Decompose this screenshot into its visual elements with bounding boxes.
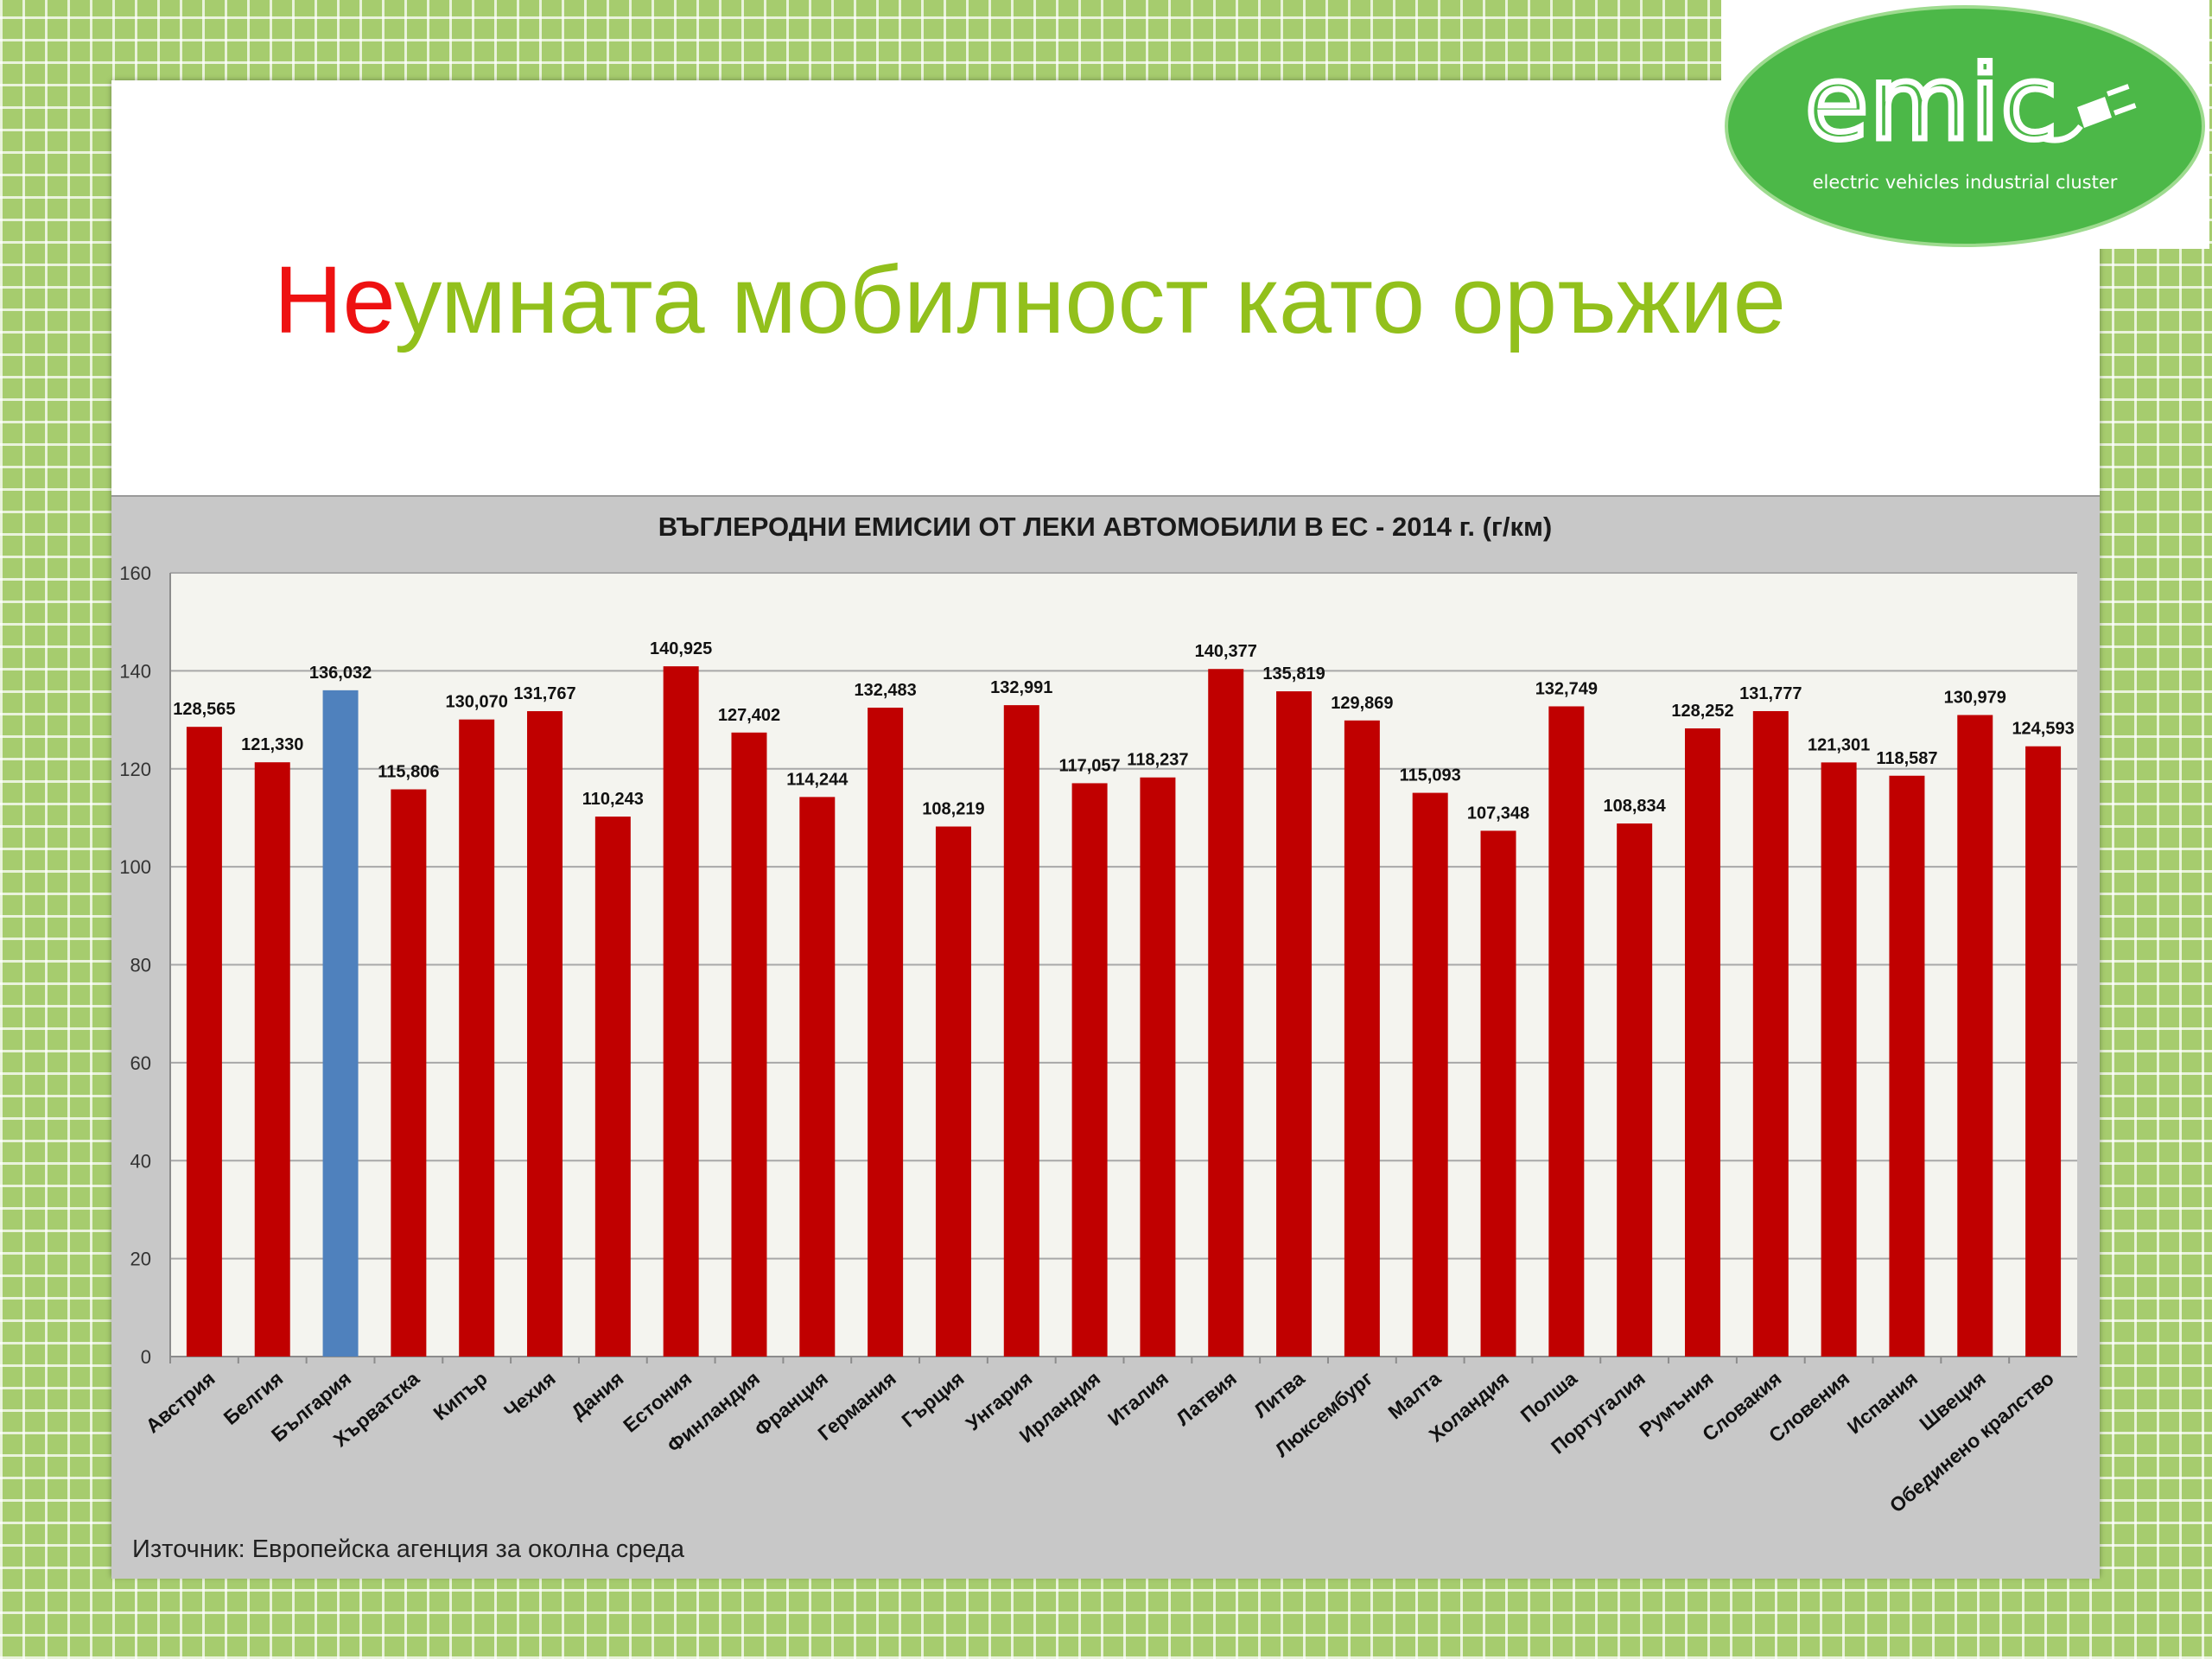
bar [1821, 762, 1857, 1357]
data-label: 132,749 [1535, 679, 1598, 698]
slide-title-prefix: Не [274, 247, 395, 353]
bar [1548, 706, 1585, 1357]
x-tick-label: Полша [1516, 1367, 1582, 1427]
bar [1003, 705, 1039, 1357]
data-label: 114,244 [786, 770, 849, 789]
y-tick-label: 80 [130, 955, 151, 976]
x-tick-label: Дания [567, 1367, 628, 1423]
y-tick-label: 140 [119, 660, 151, 682]
bar [1071, 783, 1108, 1357]
data-label: 127,402 [718, 706, 780, 725]
data-label: 128,565 [173, 700, 235, 719]
x-tick-label: Италия [1103, 1367, 1173, 1430]
bar [1344, 720, 1380, 1357]
bar [1480, 830, 1516, 1357]
x-tick-label: Кипър [429, 1367, 492, 1425]
logo-tagline: electric vehicles industrial cluster [1813, 172, 2118, 193]
data-label: 131,777 [1739, 684, 1802, 703]
bar [459, 719, 495, 1357]
logo-wordmark: emic [1805, 43, 2058, 162]
bar [935, 826, 971, 1357]
plug-icon [2042, 84, 2137, 143]
data-label: 130,070 [446, 693, 508, 712]
bar [322, 690, 359, 1357]
emissions-bar-chart: ВЪГЛЕРОДНИ ЕМИСИИ ОТ ЛЕКИ АВТОМОБИЛИ В Е… [119, 512, 2077, 1517]
data-label: 124,593 [2012, 720, 2074, 739]
logo-ellipse [1725, 5, 2205, 247]
bar [1617, 823, 1653, 1357]
bar [186, 727, 222, 1357]
y-tick-label: 0 [141, 1346, 151, 1368]
y-tick-label: 120 [119, 759, 151, 780]
data-label: 121,330 [241, 735, 303, 754]
data-label: 118,237 [1127, 751, 1188, 770]
bar [1208, 669, 1244, 1357]
data-label: 121,301 [1808, 735, 1870, 754]
x-tick-label: Австрия [141, 1367, 219, 1438]
slide-title: Неумната мобилност като оръжие [274, 253, 1786, 348]
x-tick-label: Чехия [499, 1367, 560, 1422]
bar [1752, 710, 1789, 1357]
data-label: 115,093 [1400, 766, 1461, 785]
bar [1684, 728, 1720, 1357]
y-tick-label: 60 [130, 1052, 151, 1074]
data-label: 140,377 [1195, 642, 1257, 661]
chart-title: ВЪГЛЕРОДНИ ЕМИСИИ ОТ ЛЕКИ АВТОМОБИЛИ В Е… [658, 512, 1552, 542]
source-note: Източник: Европейска агенция за околна с… [132, 1535, 684, 1563]
data-label: 110,243 [582, 790, 644, 809]
x-tick-label: Испания [1843, 1367, 1922, 1439]
x-tick-label: Литва [1249, 1367, 1309, 1422]
y-tick-label: 100 [119, 856, 151, 878]
y-tick-label: 20 [130, 1249, 151, 1270]
y-tick-label: 40 [130, 1150, 151, 1172]
bar [594, 817, 631, 1357]
data-label: 140,925 [650, 639, 712, 658]
data-label: 108,834 [1604, 797, 1667, 816]
bar [254, 762, 290, 1357]
bar [663, 666, 699, 1357]
x-tick-label: Малта [1383, 1367, 1445, 1424]
data-label: 131,767 [513, 684, 575, 703]
bar [731, 732, 767, 1357]
y-tick-label: 160 [119, 563, 151, 584]
bar [1412, 792, 1448, 1357]
x-tick-label: Гърция [897, 1367, 968, 1432]
data-label: 118,587 [1876, 749, 1937, 768]
data-label: 107,348 [1467, 804, 1529, 823]
data-label: 128,252 [1671, 702, 1733, 721]
slide: Неумната мобилност като оръжие ВЪГЛЕРОДН… [111, 80, 2100, 1579]
data-label: 115,806 [378, 763, 439, 782]
bar [391, 789, 427, 1357]
data-label: 135,819 [1262, 664, 1325, 683]
data-label: 136,032 [309, 664, 372, 683]
bar [868, 707, 904, 1357]
bar [1276, 691, 1313, 1357]
x-tick-label: Латвия [1172, 1367, 1241, 1430]
data-label: 132,991 [990, 678, 1052, 697]
bar [1889, 775, 1925, 1357]
bar [2025, 746, 2062, 1357]
bar [1140, 777, 1176, 1357]
data-label: 129,869 [1331, 694, 1393, 713]
data-label: 108,219 [922, 800, 984, 819]
chart-panel: ВЪГЛЕРОДНИ ЕМИСИИ ОТ ЛЕКИ АВТОМОБИЛИ В Е… [111, 495, 2100, 1579]
emic-logo: emic electric vehicles industrial cluste… [1721, 0, 2209, 249]
slide-title-rest: умната мобилност като оръжие [394, 247, 1786, 353]
data-label: 132,483 [854, 681, 916, 700]
bar [1957, 715, 1993, 1357]
data-label: 117,057 [1058, 756, 1120, 775]
data-label: 130,979 [1944, 689, 2006, 708]
bar [799, 797, 836, 1357]
bar [527, 711, 563, 1357]
